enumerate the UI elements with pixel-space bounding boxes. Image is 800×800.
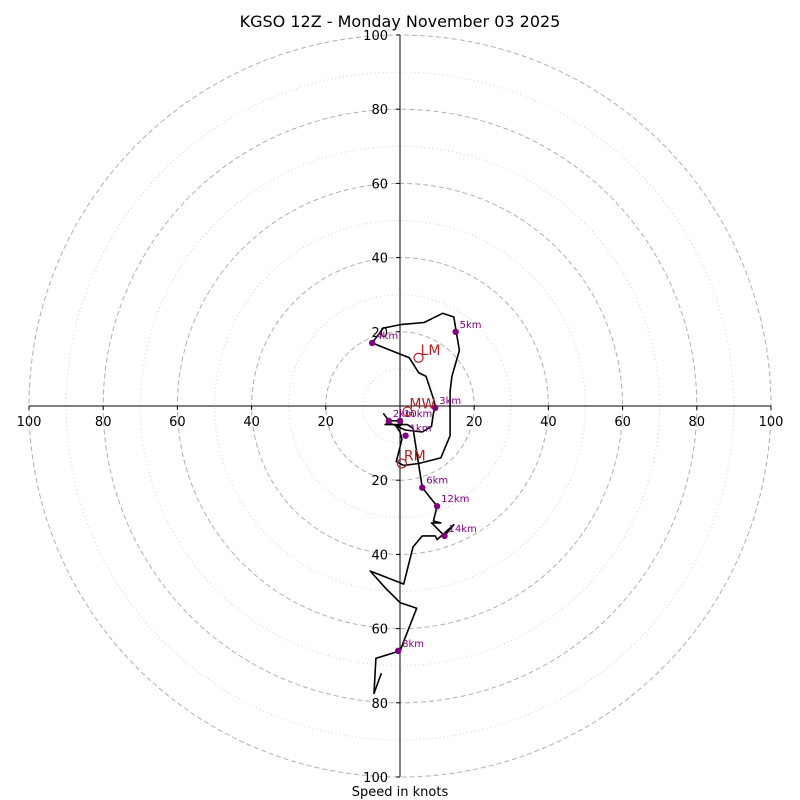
- storm-motion-label: MW: [409, 397, 435, 413]
- height-marker-label: 4km: [376, 331, 398, 342]
- storm-motion-marker: [396, 458, 407, 469]
- height-marker-label: 14km: [449, 524, 477, 535]
- height-marker-dot: [432, 404, 439, 412]
- height-marker-label: 12km: [441, 494, 469, 505]
- tick-labels: 100 80 60 40 20 20 40 60 80 100100806040202040608…: [17, 29, 784, 786]
- x-tick-label: 60: [169, 415, 186, 430]
- y-tick-label: 80: [371, 103, 388, 118]
- height-marker-label: 1km: [410, 424, 432, 435]
- wind-trace-line: [369, 312, 461, 695]
- storm-motion-label: LM: [421, 343, 441, 359]
- x-tick-label: 40: [540, 415, 557, 430]
- y-tick-label: 20: [371, 474, 388, 489]
- height-marker-dot: [452, 328, 459, 335]
- height-marker-dot: [441, 532, 448, 540]
- y-tick-label: 40: [371, 252, 388, 267]
- height-marker-label: 3km: [439, 396, 461, 407]
- x-tick-label: 80: [689, 415, 706, 430]
- x-tick-label: 20: [318, 415, 335, 430]
- height-marker-dot: [402, 432, 409, 439]
- x-tick-label: 80: [95, 415, 112, 430]
- y-tick-label: 40: [371, 548, 388, 563]
- x-tick-label: 20: [466, 415, 483, 430]
- y-tick-label: 60: [371, 623, 388, 638]
- height-marker-dot: [433, 502, 441, 510]
- height-marker-label: 6km: [426, 476, 448, 487]
- storm-motion-markers: LM MW RM: [396, 343, 441, 469]
- height-marker-label: 5km: [460, 320, 482, 331]
- height-marker-dot: [394, 647, 402, 655]
- storm-motion-marker: [413, 352, 424, 363]
- height-marker-dot: [385, 417, 393, 425]
- x-tick-label: 100: [759, 415, 784, 430]
- height-marker-label: 8km: [402, 639, 424, 650]
- axes: [29, 35, 771, 777]
- x-tick-label: 60: [614, 415, 631, 430]
- y-tick-label: 100: [363, 771, 388, 786]
- y-tick-label: 60: [371, 177, 388, 192]
- y-tick-label: 100: [363, 29, 388, 44]
- chart-title: KGSO 12Z - Monday November 03 2025: [240, 12, 561, 31]
- x-axis-label: Speed in knots: [352, 785, 449, 800]
- height-marker-dot: [419, 484, 426, 491]
- height-marker-label: 10km: [404, 409, 432, 420]
- hodograph-trace: [369, 312, 461, 695]
- storm-motion-marker: [402, 406, 413, 417]
- y-tick-label: 80: [371, 697, 388, 712]
- x-tick-label: 40: [243, 415, 260, 430]
- storm-motion-label: RM: [404, 449, 426, 465]
- x-tick-label: 100: [17, 415, 42, 430]
- height-marker-dot: [368, 339, 376, 347]
- height-marker-dot: [396, 417, 404, 425]
